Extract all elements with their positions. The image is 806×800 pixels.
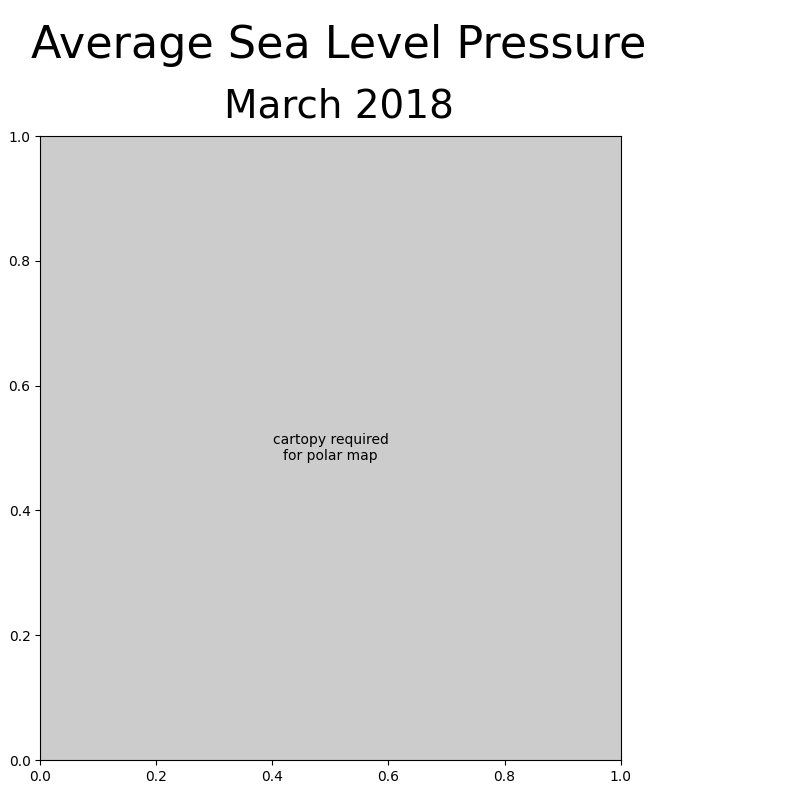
Text: March 2018: March 2018 bbox=[223, 88, 454, 126]
Text: cartopy required
for polar map: cartopy required for polar map bbox=[272, 433, 388, 463]
Text: Average Sea Level Pressure: Average Sea Level Pressure bbox=[31, 24, 646, 67]
